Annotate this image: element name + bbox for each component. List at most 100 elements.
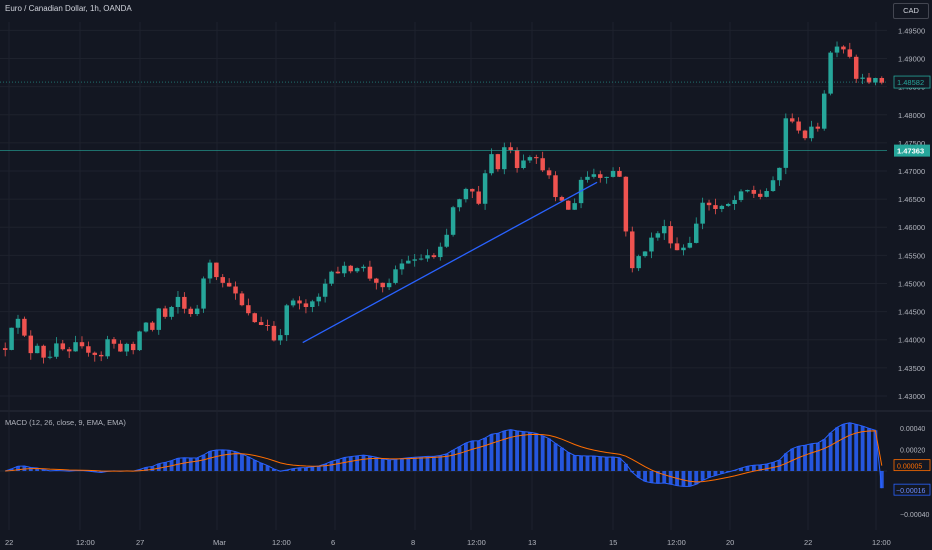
candle-body [540,158,545,171]
candle-body [412,259,417,261]
candle-body [502,147,507,170]
candle-body [841,46,846,50]
candle-body [194,308,200,315]
macd-value-label: −0.00016 [896,488,925,495]
candle-body [418,258,424,260]
candle-body [828,52,833,94]
candle-body [399,263,405,270]
candle-body [553,175,558,198]
candle-body [393,269,398,283]
candle-body [15,318,21,328]
price-axis-label: 1.43000 [898,392,925,401]
candle-body [604,176,609,178]
candle-body [98,354,104,357]
candle-body [335,271,341,274]
candle-body [79,342,85,347]
time-axis-label: 22 [5,538,13,547]
candle-body [482,173,488,204]
candle-body [150,322,155,330]
time-axis-label: 15 [609,538,617,547]
candle-body [41,345,46,358]
currency-button[interactable]: CAD [893,3,929,19]
price-axis-label: 1.48000 [898,111,925,120]
candle-body [239,293,245,306]
macd-axis-label: 0.00040 [900,426,925,433]
candle-body [258,322,264,325]
candle-body [617,170,622,177]
candle-body [322,283,328,297]
price-axis-label: 1.46000 [898,223,925,232]
candle-body [361,266,366,269]
macd-axis-label: 0.00020 [900,448,925,455]
candle-body [566,200,571,210]
candle-body [86,346,91,353]
candle-body [265,324,270,326]
candle-body [214,262,219,278]
candle-body [118,343,123,352]
candle-body [694,223,699,243]
candle-body [246,305,251,314]
candle-body [457,199,462,208]
candle-body [572,203,577,210]
candle-body [188,308,193,315]
candle-body [348,265,353,272]
candle-body [495,154,501,170]
candle-body [706,202,712,206]
candle-body [169,307,174,317]
candle-body [54,343,59,357]
candle-body [853,56,859,79]
candle-body [386,282,392,288]
candle-body [367,266,373,279]
candle-body [732,200,737,204]
price-axis-label: 1.46500 [898,195,925,204]
price-axis-label: 1.45000 [898,279,925,288]
candle-body [834,46,840,53]
price-axis-label: 1.45500 [898,251,925,260]
price-axis-label: 1.44500 [898,308,925,317]
time-axis-label: 12:00 [467,538,486,547]
trendline[interactable] [302,181,598,344]
candle-body [207,262,213,279]
price-axis-label: 1.43500 [898,364,925,373]
candle-body [406,260,411,264]
macd-line [5,422,883,489]
candle-body [431,255,437,258]
candle-body [252,313,257,323]
candle-body [310,301,315,307]
signal-value-label: 0.00005 [897,464,922,471]
price-axis-label: 1.44000 [898,336,925,345]
candle-body [105,339,110,357]
time-axis-label: 13 [528,538,536,547]
trendline-group [302,181,598,344]
candle-body [636,256,641,269]
candle-body [700,202,705,224]
candle-body [559,197,565,201]
candle-body [220,277,225,283]
candle-body [374,278,379,283]
candle-body [226,282,232,287]
time-axis-label: 12:00 [76,538,95,547]
candle-body [137,331,142,351]
candle-body [143,322,149,332]
time-axis-label: 12:00 [272,538,291,547]
candle-body [2,348,8,350]
time-axis-label: 6 [331,538,335,547]
candle-body [438,246,443,258]
time-axis-label: 22 [804,538,812,547]
candle-body [764,191,769,197]
candle-body [470,188,475,192]
candle-body [630,231,635,269]
time-axis-label: 12:00 [872,538,891,547]
candle-body [342,265,347,274]
candle-body [585,176,590,180]
candle-body [783,118,789,168]
macd-indicator-title[interactable]: MACD (12, 26, close, 9, EMA, EMA) [5,418,126,427]
candle-body [329,271,334,284]
candle-body [60,343,66,350]
macd-value-badge [893,483,931,496]
candle-body [809,126,814,139]
candle-body [674,243,680,251]
candle-body [649,237,654,252]
